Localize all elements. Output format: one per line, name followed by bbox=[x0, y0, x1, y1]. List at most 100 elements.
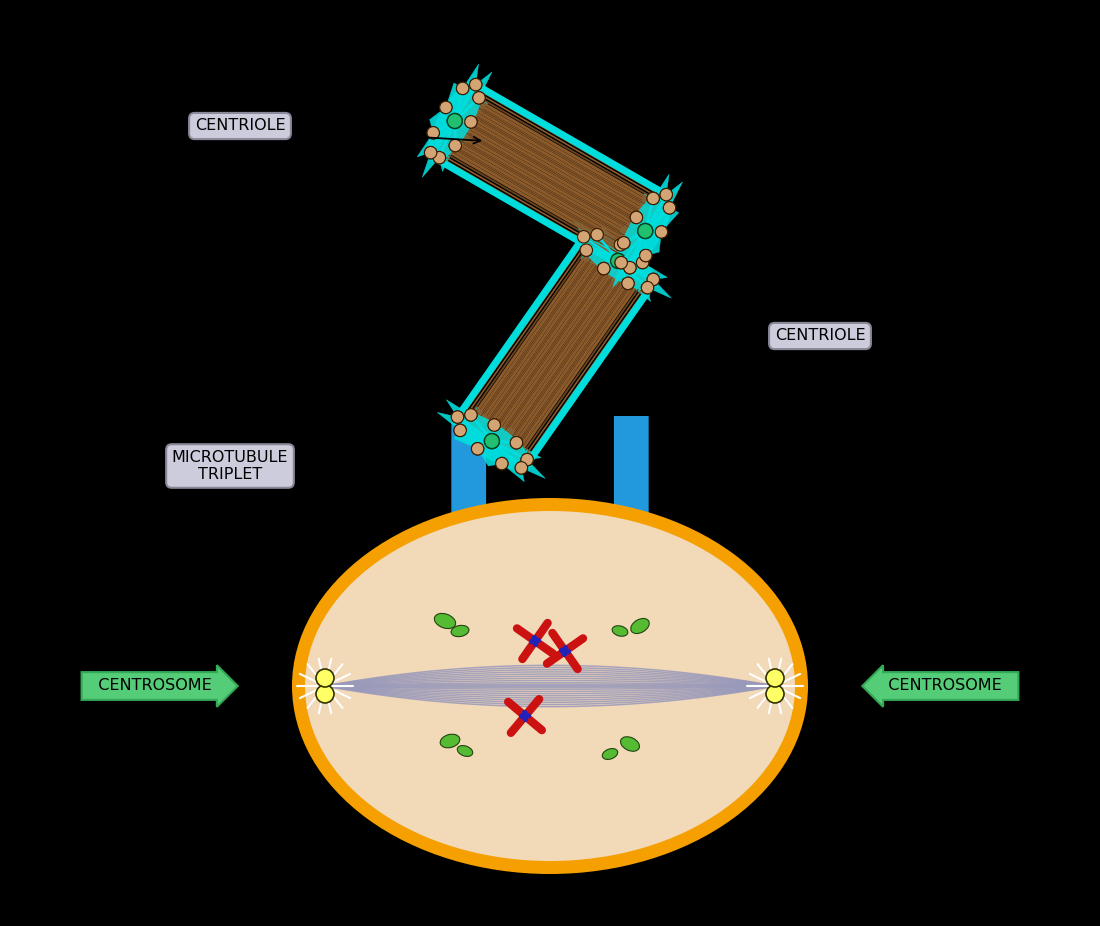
Circle shape bbox=[660, 188, 672, 201]
Circle shape bbox=[766, 685, 784, 703]
Circle shape bbox=[615, 257, 627, 269]
Polygon shape bbox=[454, 431, 492, 449]
Circle shape bbox=[451, 411, 464, 423]
Circle shape bbox=[448, 114, 462, 129]
Ellipse shape bbox=[458, 745, 473, 757]
Circle shape bbox=[449, 139, 462, 152]
Circle shape bbox=[637, 257, 649, 269]
Circle shape bbox=[639, 249, 652, 262]
Circle shape bbox=[597, 262, 611, 275]
Circle shape bbox=[425, 146, 437, 159]
Polygon shape bbox=[646, 181, 683, 231]
Circle shape bbox=[641, 282, 653, 294]
Circle shape bbox=[484, 433, 499, 448]
Polygon shape bbox=[613, 231, 646, 287]
Ellipse shape bbox=[603, 748, 618, 759]
Circle shape bbox=[647, 193, 659, 205]
Polygon shape bbox=[580, 232, 657, 291]
Circle shape bbox=[647, 193, 659, 205]
Polygon shape bbox=[451, 416, 486, 536]
Polygon shape bbox=[618, 261, 650, 302]
Circle shape bbox=[638, 223, 652, 239]
Circle shape bbox=[456, 82, 469, 94]
Polygon shape bbox=[620, 218, 646, 243]
Circle shape bbox=[449, 139, 462, 152]
Polygon shape bbox=[492, 441, 525, 482]
Polygon shape bbox=[618, 261, 671, 298]
Ellipse shape bbox=[434, 613, 455, 629]
Circle shape bbox=[451, 411, 464, 423]
Circle shape bbox=[465, 408, 477, 421]
Circle shape bbox=[448, 114, 462, 129]
Circle shape bbox=[641, 282, 653, 294]
Ellipse shape bbox=[305, 511, 795, 861]
Circle shape bbox=[316, 669, 334, 687]
Circle shape bbox=[624, 261, 636, 274]
Polygon shape bbox=[453, 411, 531, 470]
Polygon shape bbox=[630, 231, 646, 282]
Circle shape bbox=[472, 443, 484, 455]
Circle shape bbox=[465, 408, 477, 421]
Ellipse shape bbox=[620, 737, 639, 751]
Polygon shape bbox=[646, 207, 679, 232]
Polygon shape bbox=[439, 121, 455, 171]
Polygon shape bbox=[438, 412, 492, 441]
Circle shape bbox=[427, 127, 439, 139]
Circle shape bbox=[621, 277, 635, 290]
Circle shape bbox=[580, 244, 593, 257]
Circle shape bbox=[464, 116, 477, 128]
Circle shape bbox=[766, 669, 784, 687]
Text: MICROTUBULE
TRIPLET: MICROTUBULE TRIPLET bbox=[172, 392, 440, 482]
Circle shape bbox=[515, 462, 528, 474]
Circle shape bbox=[580, 244, 593, 257]
Polygon shape bbox=[492, 425, 516, 443]
Text: CENTROSOME: CENTROSOME bbox=[878, 679, 1012, 694]
Polygon shape bbox=[607, 231, 646, 267]
Circle shape bbox=[656, 226, 668, 238]
Circle shape bbox=[630, 211, 642, 224]
Circle shape bbox=[617, 237, 630, 249]
Circle shape bbox=[496, 457, 508, 469]
Circle shape bbox=[425, 146, 437, 159]
Circle shape bbox=[427, 127, 439, 139]
Polygon shape bbox=[454, 72, 492, 121]
Polygon shape bbox=[477, 441, 502, 466]
Circle shape bbox=[621, 277, 635, 290]
Ellipse shape bbox=[630, 619, 649, 633]
Circle shape bbox=[454, 424, 466, 436]
Circle shape bbox=[637, 257, 649, 269]
Circle shape bbox=[615, 257, 627, 269]
Polygon shape bbox=[646, 231, 661, 256]
Circle shape bbox=[440, 101, 452, 114]
Circle shape bbox=[591, 229, 604, 241]
Circle shape bbox=[470, 79, 482, 91]
Circle shape bbox=[456, 82, 469, 94]
Circle shape bbox=[663, 202, 675, 214]
Circle shape bbox=[578, 231, 590, 243]
Polygon shape bbox=[618, 261, 668, 280]
Circle shape bbox=[647, 273, 660, 285]
Circle shape bbox=[472, 443, 484, 455]
Circle shape bbox=[521, 454, 534, 466]
Polygon shape bbox=[492, 441, 541, 459]
Circle shape bbox=[510, 436, 522, 449]
Polygon shape bbox=[563, 232, 618, 261]
Circle shape bbox=[647, 273, 660, 285]
Ellipse shape bbox=[292, 498, 808, 874]
Circle shape bbox=[639, 249, 652, 262]
Circle shape bbox=[660, 188, 672, 201]
Circle shape bbox=[510, 436, 522, 449]
Circle shape bbox=[638, 223, 652, 239]
Polygon shape bbox=[604, 261, 628, 286]
Circle shape bbox=[578, 231, 590, 243]
Polygon shape bbox=[430, 107, 454, 132]
Polygon shape bbox=[471, 407, 494, 441]
Polygon shape bbox=[454, 98, 488, 122]
Text: CENTROSOME: CENTROSOME bbox=[88, 679, 222, 694]
Polygon shape bbox=[618, 244, 642, 262]
Polygon shape bbox=[637, 193, 653, 231]
Polygon shape bbox=[580, 250, 618, 269]
Circle shape bbox=[440, 101, 452, 114]
Polygon shape bbox=[492, 441, 546, 479]
Polygon shape bbox=[454, 64, 478, 121]
